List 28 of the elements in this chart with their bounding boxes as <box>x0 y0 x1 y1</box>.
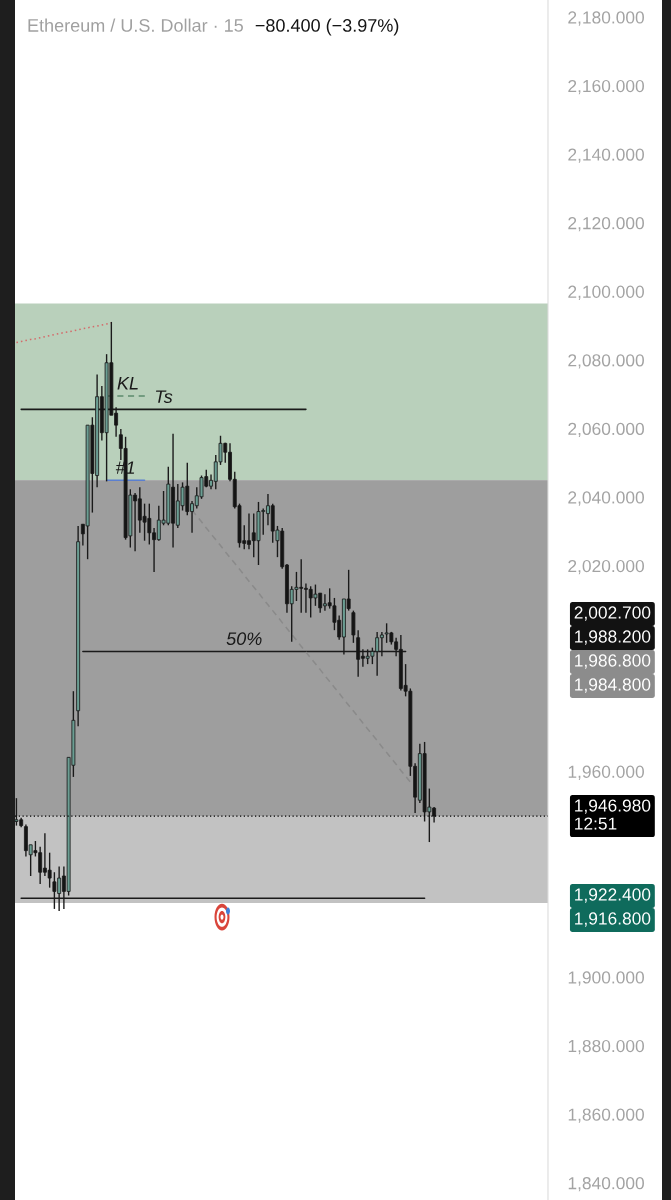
text: 1,922.400 <box>575 888 651 903</box>
text: 1,986.800 <box>575 654 651 669</box>
series-label: 50% <box>226 632 262 646</box>
text: 1,984.800 <box>575 678 651 693</box>
text: 1,988.200 <box>575 630 651 645</box>
y-tick-label: 1,880.000 <box>568 1039 644 1055</box>
y-tick-label: 2,040.000 <box>568 491 644 506</box>
y-tick-label: 2,180.000 <box>568 11 644 26</box>
text: −80.400 (−3.97%) <box>255 18 399 36</box>
text: 1,916.800 <box>575 912 651 927</box>
y-tick-label: 2,140.000 <box>568 148 644 163</box>
ref-line-label: 1,946.980 12:51 <box>575 799 651 830</box>
candlestick <box>294 571 299 602</box>
candlestick <box>313 583 318 607</box>
y-tick-label: 2,080.000 <box>568 354 644 369</box>
y-tick-label: 2,120.000 <box>568 217 644 232</box>
y-tick-label: 2,020.000 <box>568 559 644 575</box>
y-tick-label: 2,160.000 <box>568 79 644 95</box>
text: 2,002.700 <box>574 606 651 621</box>
series-label: KL <box>117 377 138 390</box>
y-tick-label: 2,100.000 <box>568 285 644 300</box>
y-tick-label: 1,860.000 <box>568 1108 644 1123</box>
y-tick-label: 1,840.000 <box>568 1177 644 1192</box>
y-tick-label: 2,060.000 <box>568 422 644 438</box>
series-label: Ts <box>155 390 173 404</box>
y-tick-label: 1,900.000 <box>568 971 644 986</box>
y-tick-label: 1,960.000 <box>568 765 644 780</box>
text: Ethereum / U.S. Dollar · 15 <box>28 18 243 32</box>
